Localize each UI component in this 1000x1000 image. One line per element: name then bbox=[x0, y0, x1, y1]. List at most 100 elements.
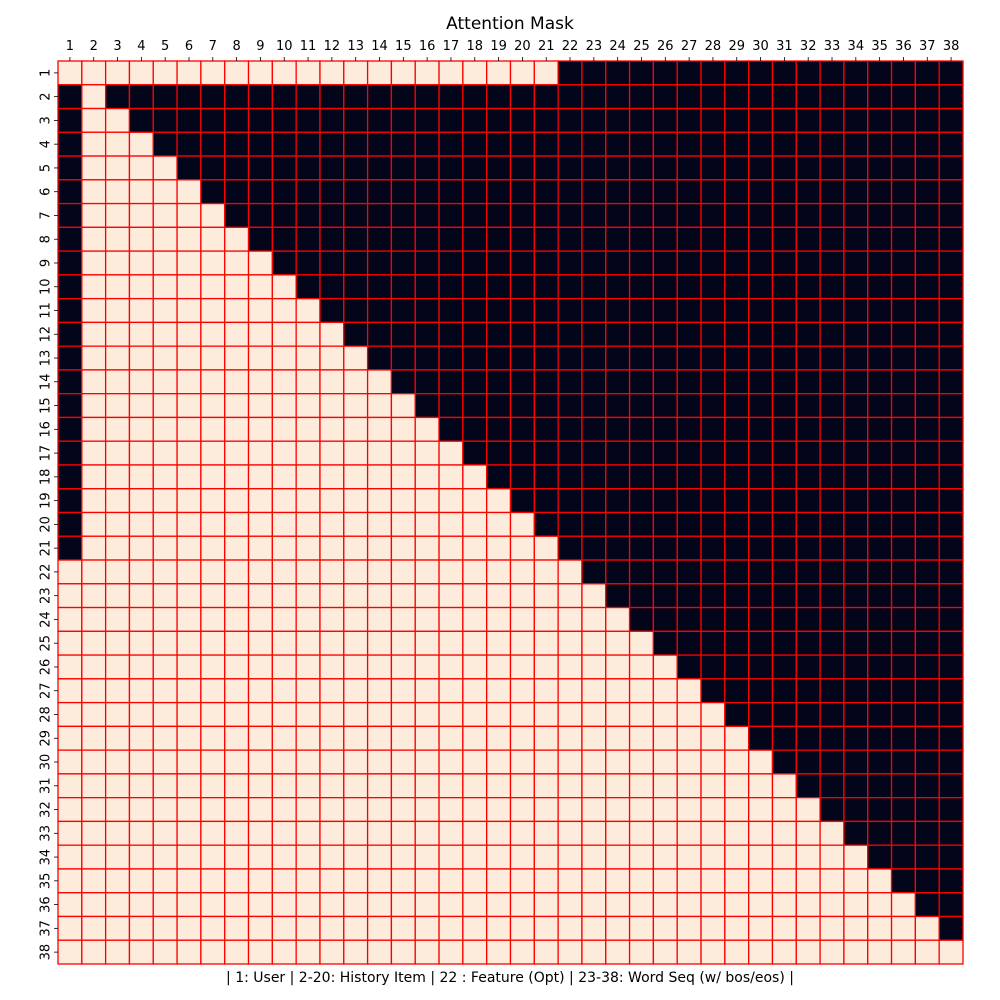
heatmap-cell bbox=[319, 606, 345, 632]
heatmap-cell bbox=[724, 868, 750, 894]
heatmap-cell bbox=[581, 725, 607, 751]
heatmap-cell bbox=[771, 179, 797, 205]
heatmap-cell bbox=[676, 60, 702, 86]
heatmap-cell bbox=[748, 297, 774, 324]
heatmap-cell bbox=[557, 440, 583, 466]
heatmap-cell bbox=[605, 155, 631, 181]
heatmap-cell bbox=[295, 915, 321, 941]
heatmap-cell bbox=[295, 583, 321, 609]
heatmap-cell bbox=[509, 511, 535, 537]
heatmap-cell bbox=[748, 749, 774, 775]
heatmap-cell bbox=[652, 749, 678, 775]
heatmap-cell bbox=[843, 915, 869, 941]
heatmap-cell bbox=[819, 179, 845, 205]
x-tick-label: 17 bbox=[443, 39, 460, 54]
heatmap-cell bbox=[748, 488, 774, 514]
heatmap-cell bbox=[867, 321, 893, 347]
heatmap-cell bbox=[700, 202, 726, 228]
heatmap-cell bbox=[462, 630, 488, 656]
heatmap-cell bbox=[819, 654, 845, 680]
heatmap-cell bbox=[819, 345, 845, 371]
heatmap-cell bbox=[771, 202, 797, 228]
heatmap-cell bbox=[224, 583, 250, 609]
heatmap-cell bbox=[509, 321, 535, 347]
heatmap-cell bbox=[724, 131, 750, 157]
x-tick-label: 8 bbox=[232, 39, 240, 54]
heatmap-cell bbox=[843, 820, 869, 846]
heatmap-cell bbox=[224, 274, 250, 300]
heatmap-cell bbox=[652, 84, 678, 110]
heatmap-cell bbox=[867, 773, 893, 799]
heatmap-cell bbox=[486, 345, 512, 371]
heatmap-cell bbox=[81, 749, 107, 775]
heatmap-cell bbox=[700, 84, 726, 110]
heatmap-cell bbox=[57, 654, 83, 680]
heatmap-cell bbox=[486, 725, 512, 751]
heatmap-cell bbox=[533, 60, 559, 86]
heatmap-cell bbox=[438, 701, 464, 728]
heatmap-cell bbox=[224, 654, 250, 680]
heatmap-cell bbox=[676, 654, 702, 680]
heatmap-cell bbox=[319, 701, 345, 728]
heatmap-cell bbox=[843, 464, 869, 490]
heatmap-cell bbox=[57, 369, 83, 395]
heatmap-cell bbox=[748, 773, 774, 799]
heatmap-cell bbox=[819, 464, 845, 490]
heatmap-cell bbox=[938, 250, 964, 276]
heatmap-cell bbox=[605, 583, 631, 609]
heatmap-cell bbox=[581, 393, 607, 419]
heatmap-cell bbox=[366, 868, 393, 894]
heatmap-cell bbox=[176, 820, 202, 846]
heatmap-cell bbox=[581, 939, 607, 965]
heatmap-cell bbox=[819, 369, 845, 395]
heatmap-cell bbox=[628, 440, 655, 466]
y-tick-label: 4 bbox=[39, 140, 54, 148]
heatmap-cell bbox=[890, 844, 917, 870]
heatmap-cell bbox=[843, 868, 869, 894]
x-tick-label: 26 bbox=[657, 39, 674, 54]
heatmap-cell bbox=[533, 84, 559, 110]
heatmap-cell bbox=[366, 321, 393, 347]
heatmap-cell bbox=[509, 107, 535, 133]
heatmap-cell bbox=[152, 868, 178, 894]
heatmap-cell bbox=[724, 915, 750, 941]
heatmap-cell bbox=[366, 464, 393, 490]
heatmap-cell bbox=[81, 511, 107, 537]
x-tick-label: 31 bbox=[776, 39, 793, 54]
heatmap-cell bbox=[914, 155, 940, 181]
heatmap-cell bbox=[271, 440, 297, 466]
heatmap-cell bbox=[605, 369, 631, 395]
heatmap-cell bbox=[652, 773, 678, 799]
heatmap-cell bbox=[414, 583, 440, 609]
x-tick-label: 10 bbox=[276, 39, 293, 54]
heatmap-cell bbox=[438, 84, 464, 110]
heatmap-cell bbox=[819, 393, 845, 419]
heatmap-cell bbox=[81, 416, 107, 442]
heatmap-cell bbox=[700, 630, 726, 656]
heatmap-cell bbox=[914, 630, 940, 656]
heatmap-cell bbox=[795, 701, 821, 728]
heatmap-cell bbox=[81, 440, 107, 466]
heatmap-cell bbox=[748, 202, 774, 228]
heatmap-cell bbox=[605, 345, 631, 371]
heatmap-cell bbox=[890, 701, 917, 728]
heatmap-cell bbox=[867, 297, 893, 324]
heatmap-cell bbox=[748, 654, 774, 680]
heatmap-cell bbox=[81, 179, 107, 205]
heatmap-cell bbox=[414, 749, 440, 775]
x-tick-label: 2 bbox=[90, 39, 98, 54]
heatmap-cell bbox=[343, 416, 369, 442]
heatmap-cell bbox=[271, 393, 297, 419]
heatmap-cell bbox=[343, 321, 369, 347]
heatmap-cell bbox=[890, 630, 917, 656]
heatmap-cell bbox=[938, 321, 964, 347]
heatmap-cell bbox=[795, 678, 821, 704]
heatmap-cell bbox=[509, 297, 535, 324]
heatmap-cell bbox=[319, 393, 345, 419]
heatmap-cell bbox=[414, 369, 440, 395]
heatmap-cell bbox=[533, 535, 559, 561]
heatmap-cell bbox=[509, 393, 535, 419]
heatmap-cell bbox=[81, 131, 107, 157]
heatmap-cell bbox=[438, 606, 464, 632]
heatmap-cell bbox=[128, 464, 154, 490]
